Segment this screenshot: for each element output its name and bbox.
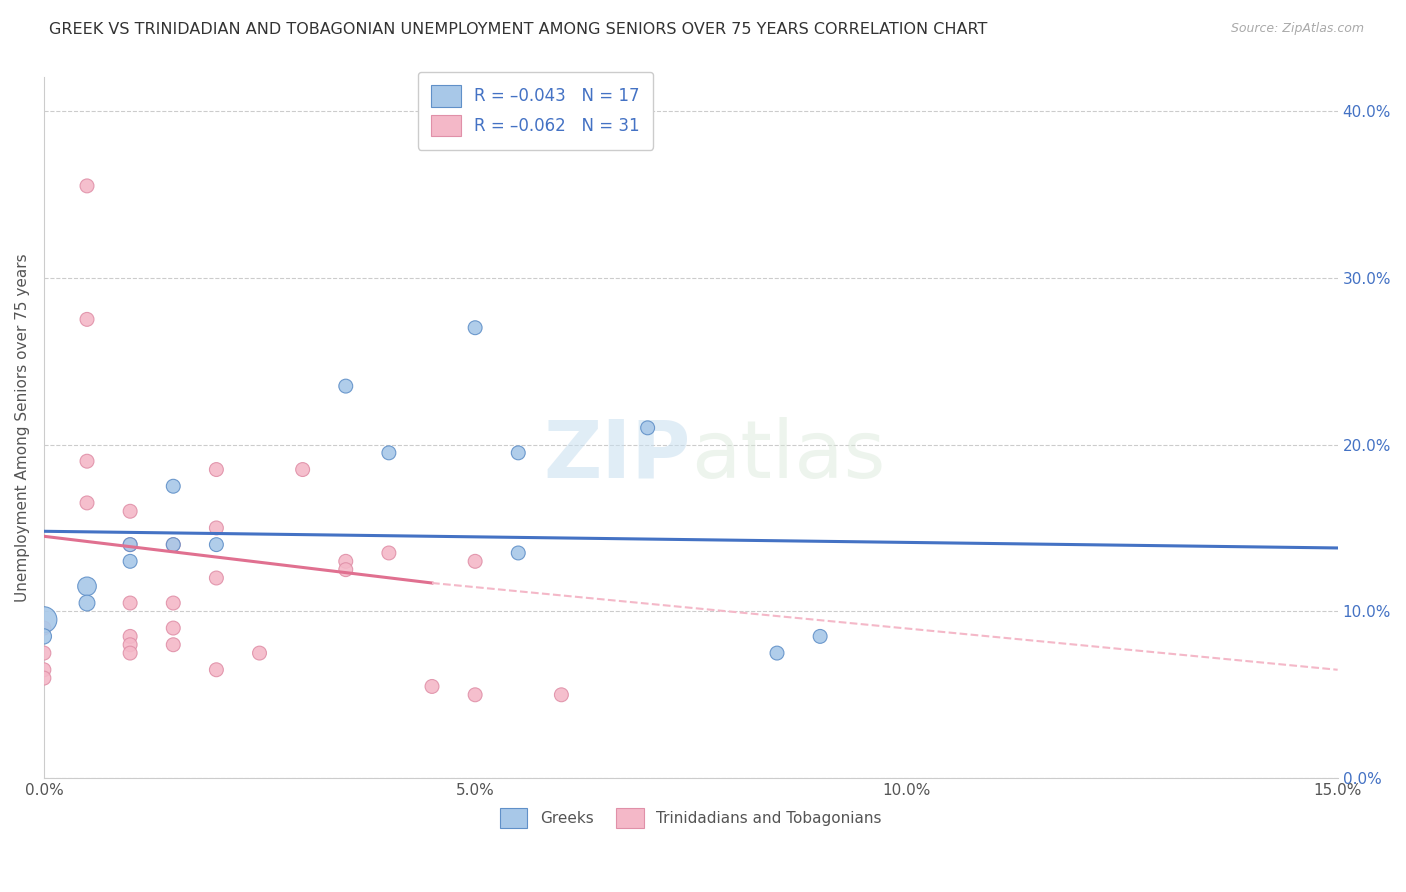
- Point: [205, 538, 228, 552]
- Point: [249, 646, 271, 660]
- Point: [205, 462, 228, 476]
- Point: [32, 671, 55, 685]
- Point: [378, 446, 401, 460]
- Point: [205, 521, 228, 535]
- Point: [335, 554, 357, 568]
- Point: [76, 579, 98, 593]
- Text: GREEK VS TRINIDADIAN AND TOBAGONIAN UNEMPLOYMENT AMONG SENIORS OVER 75 YEARS COR: GREEK VS TRINIDADIAN AND TOBAGONIAN UNEM…: [49, 22, 987, 37]
- Legend: Greeks, Trinidadians and Tobagonians: Greeks, Trinidadians and Tobagonians: [494, 802, 887, 834]
- Point: [162, 638, 184, 652]
- Point: [508, 446, 530, 460]
- Point: [378, 546, 401, 560]
- Point: [464, 320, 486, 334]
- Point: [550, 688, 572, 702]
- Point: [120, 638, 142, 652]
- Point: [32, 629, 55, 643]
- Point: [76, 312, 98, 326]
- Y-axis label: Unemployment Among Seniors over 75 years: Unemployment Among Seniors over 75 years: [15, 253, 30, 602]
- Point: [162, 621, 184, 635]
- Point: [464, 554, 486, 568]
- Point: [335, 379, 357, 393]
- Point: [76, 178, 98, 193]
- Point: [464, 688, 486, 702]
- Point: [508, 546, 530, 560]
- Point: [32, 646, 55, 660]
- Point: [32, 613, 55, 627]
- Point: [162, 538, 184, 552]
- Point: [335, 563, 357, 577]
- Point: [766, 646, 789, 660]
- Point: [76, 596, 98, 610]
- Point: [162, 538, 184, 552]
- Point: [120, 646, 142, 660]
- Point: [291, 462, 314, 476]
- Point: [120, 629, 142, 643]
- Point: [205, 663, 228, 677]
- Text: ZIP: ZIP: [544, 417, 690, 495]
- Point: [120, 554, 142, 568]
- Text: atlas: atlas: [690, 417, 886, 495]
- Text: Source: ZipAtlas.com: Source: ZipAtlas.com: [1230, 22, 1364, 36]
- Point: [162, 479, 184, 493]
- Point: [120, 538, 142, 552]
- Point: [76, 496, 98, 510]
- Point: [808, 629, 831, 643]
- Point: [120, 538, 142, 552]
- Point: [162, 596, 184, 610]
- Point: [120, 596, 142, 610]
- Point: [76, 454, 98, 468]
- Point: [32, 621, 55, 635]
- Point: [205, 571, 228, 585]
- Point: [120, 504, 142, 518]
- Point: [32, 663, 55, 677]
- Point: [420, 680, 443, 694]
- Point: [637, 421, 659, 435]
